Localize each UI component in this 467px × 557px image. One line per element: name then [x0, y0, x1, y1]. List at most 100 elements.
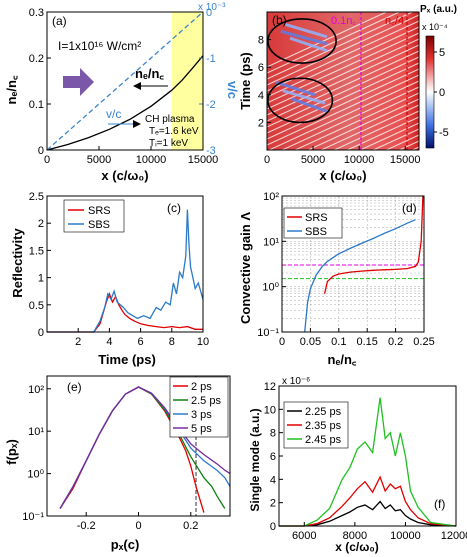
legend-label-sbs-d: SBS	[305, 226, 327, 238]
heatmap-stripe	[267, 80, 419, 150]
axis-ticks: 0 0.05 0.1 0.15 0.2 0.25 10⁻¹ 10⁰ 10¹ 10²	[257, 191, 434, 348]
y-tick-label: 1.5	[29, 245, 44, 257]
x-tick-label: 0	[44, 154, 50, 166]
panel-c-xlabel: Time (ps)	[98, 352, 156, 367]
heatmap-negative-streak	[289, 36, 328, 53]
heatmap-stripe	[319, 104, 419, 150]
heatmap-negative-streak	[282, 89, 326, 105]
heatmap-stripe	[267, 14, 419, 86]
panel-a-ylabel-right: v/c	[225, 81, 240, 99]
panel-f-exponent: x 10⁻⁶	[282, 376, 310, 387]
panel-a-plasma-line3: Tᵢ=1 keV	[149, 138, 188, 149]
series-srs-line	[47, 292, 203, 333]
panel-a-plasma-line1: CH plasma	[145, 114, 195, 125]
y-tick-label: 2.5	[29, 191, 44, 203]
panel-c: 2 4 6 8 10 0 0.5 1 1.5 2 2.5 (c) SRS SBS Time (ps)…	[10, 191, 209, 367]
y-tick-label: 10⁰	[27, 469, 44, 481]
heatmap-stripe	[267, 56, 419, 128]
x-tick-label: 2	[75, 336, 81, 348]
heatmap-stripe	[267, 74, 419, 146]
x-tick-label: 10000	[136, 154, 167, 166]
legend-label-srs-d: SRS	[305, 212, 328, 224]
heatmap-stripe	[267, 32, 419, 104]
panel-f-legend: 2.25 ps 2.35 ps 2.45 ps	[283, 401, 349, 449]
heatmap-negative-streak	[275, 80, 316, 97]
panel-d-xlabel: nₑ/n꜀	[328, 352, 357, 367]
colorbar-tick-label: 0	[439, 87, 445, 99]
panel-e-xlabel: pₓ(c)	[111, 537, 140, 552]
y-tick-label: 8	[270, 428, 276, 440]
legend-label-2-5ps: 2.5 ps	[191, 395, 221, 407]
y-tick-label: 1	[38, 273, 44, 285]
y-right-tick-label: -3	[206, 145, 216, 157]
legend-label-2-35ps: 2.35 ps	[305, 420, 342, 432]
panel-d-label: (d)	[402, 201, 417, 215]
y-tick-label: 2	[258, 117, 264, 129]
y-tick-label: 10⁰	[262, 282, 279, 294]
heatmap-stripe	[267, 38, 419, 110]
legend-label-sbs: SBS	[88, 219, 110, 231]
y-tick-label: 0.1	[29, 99, 44, 111]
x-tick-label: 4	[106, 336, 112, 348]
panel-a-ne-label: nₑ/n꜀	[135, 66, 164, 81]
panel-d-ylabel: Convective gain Λ	[238, 212, 253, 324]
highlight-ellipse-1	[267, 77, 334, 124]
panel-c-legend: SRS SBS	[63, 199, 125, 233]
panel-b: 0.1n꜀ n꜀/4 0 5000 10000 15000 2 4 6 8 (b) x (c/ω₀…	[238, 4, 457, 183]
panel-a-right-exponent: x 10⁻³	[198, 2, 226, 13]
x-tick-label: 0.2	[388, 336, 403, 348]
panel-d: 0 0.05 0.1 0.15 0.2 0.25 10⁻¹ 10⁰ 10¹ 10² (d) SRS…	[238, 191, 435, 367]
panel-d-legend: SRS SBS	[283, 207, 343, 239]
legend-label-2ps: 2 ps	[191, 381, 212, 393]
y-tick-label: 0.3	[29, 7, 44, 19]
x-tick-label: 0.2	[183, 520, 198, 532]
x-tick-label: 0	[135, 520, 141, 532]
y-tick-label: 2	[38, 218, 44, 230]
series-2-35-ps-line	[279, 475, 457, 527]
y-tick-label: 8	[258, 35, 264, 47]
y-right-tick-label: -2	[206, 99, 216, 111]
panel-a-label: (a)	[52, 14, 67, 28]
heatmap-stripe	[359, 122, 419, 150]
heatmap-stripe	[267, 44, 419, 116]
y-right-tick-label: -1	[206, 53, 216, 65]
y-tick-label: 10⁻¹	[22, 511, 44, 523]
panel-b-ylabel: Time (ps)	[238, 52, 253, 110]
x-tick-label: 0.05	[300, 336, 321, 348]
panel-e-legend: 2 ps 2.5 ps 3 ps 5 ps	[169, 376, 229, 438]
x-tick-label: 5000	[87, 154, 111, 166]
colorbar	[425, 35, 435, 149]
y-tick-label: 10	[264, 404, 276, 416]
legend-label-3ps: 3 ps	[191, 409, 212, 421]
velocity-profile-line	[46, 11, 204, 151]
x-tick-label: 6000	[292, 530, 316, 542]
colorbar-tick-label: 5	[439, 47, 445, 59]
panel-c-label: (c)	[167, 201, 181, 215]
panel-a-frame	[46, 11, 204, 151]
legend-label-2-45ps: 2.45 ps	[305, 434, 342, 446]
panel-e: -0.2 0 0.2 10⁻¹ 10⁰ 10¹ 10² (e) 2 ps 2.5 ps 3 …	[4, 375, 231, 552]
x-tick-label: 15000	[390, 154, 421, 166]
y-tick-label: 10¹	[28, 426, 44, 438]
panel-a: 0 5000 10000 15000 0 0.1 0.2 0.3 0 -1 -2 -3 (a) I=1…	[4, 2, 240, 183]
heatmap-stripe	[346, 116, 419, 150]
x-tick-label: 6	[138, 336, 144, 348]
heatmap-negative-streak	[284, 22, 328, 39]
y-tick-label: 0	[38, 327, 44, 339]
heatmap-stripe	[332, 110, 419, 150]
heatmap-stripe	[306, 98, 419, 150]
y-tick-label: 0	[270, 521, 276, 533]
panel-a-xlabel: x (c/ω₀)	[101, 168, 148, 183]
panel-f-xlabel: x (c/ω₀)	[335, 540, 379, 554]
panel-c-frame	[46, 195, 204, 333]
y-tick-label: 0.5	[29, 300, 44, 312]
panel-a-shaded-region	[171, 12, 203, 150]
heatmap-stripe	[267, 12, 414, 80]
y-tick-label: 0	[38, 145, 44, 157]
y-tick-label: 10⁻¹	[257, 327, 279, 339]
y-tick-label: 4	[270, 474, 276, 486]
heatmap-stripe	[267, 26, 419, 98]
